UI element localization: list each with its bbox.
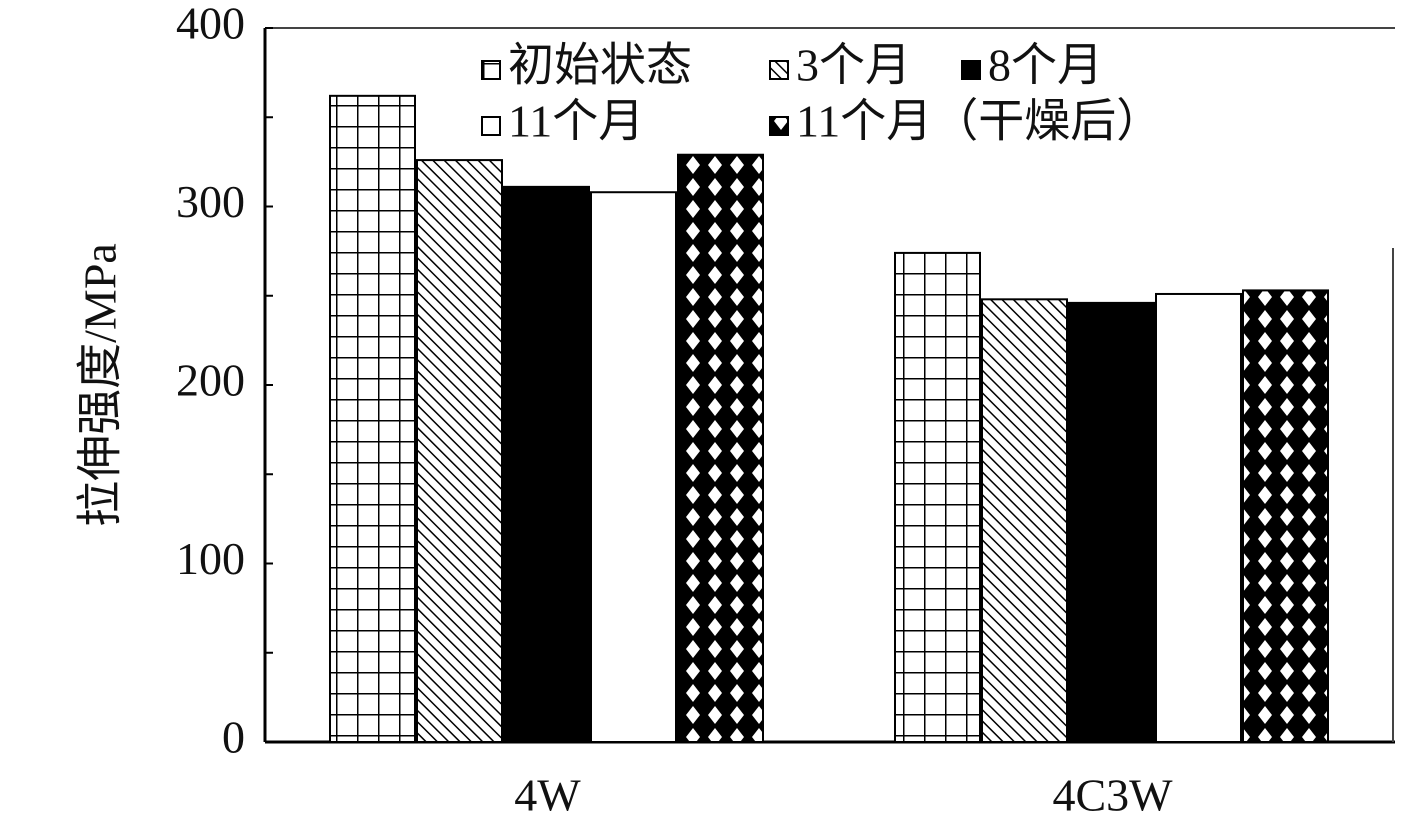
- legend-swatch: [769, 116, 789, 136]
- legend-swatch: [481, 116, 501, 136]
- bar: [329, 94, 416, 743]
- y-tick-label: 0: [222, 712, 245, 763]
- bar: [590, 191, 677, 744]
- legend-swatch: [481, 60, 501, 80]
- legend-label: 11个月（干燥后）: [796, 96, 1162, 147]
- legend-label: 8个月: [988, 40, 1103, 91]
- legend-label: 初始状态: [508, 40, 692, 91]
- legend-label: 3个月: [796, 40, 911, 91]
- y-tick-label: 200: [176, 355, 245, 406]
- bar: [894, 251, 981, 743]
- y-tick-label: 400: [176, 0, 245, 49]
- x-tick-label: 4C3W: [1052, 770, 1173, 821]
- x-tick-label: 4W: [514, 770, 581, 821]
- bar: [1155, 292, 1242, 743]
- bar: [416, 159, 503, 743]
- y-tick-label: 300: [176, 176, 245, 227]
- bar: [1068, 301, 1155, 743]
- legend-label: 11个月: [508, 96, 644, 147]
- bar: [503, 185, 590, 744]
- legend-swatch: [961, 60, 981, 80]
- y-axis-label: 拉伸强度/MPa: [75, 243, 126, 527]
- legend-swatch: [769, 60, 789, 80]
- y-tick-label: 100: [176, 533, 245, 584]
- bar: [677, 153, 764, 744]
- bar: [1242, 289, 1329, 743]
- bar: [981, 298, 1068, 743]
